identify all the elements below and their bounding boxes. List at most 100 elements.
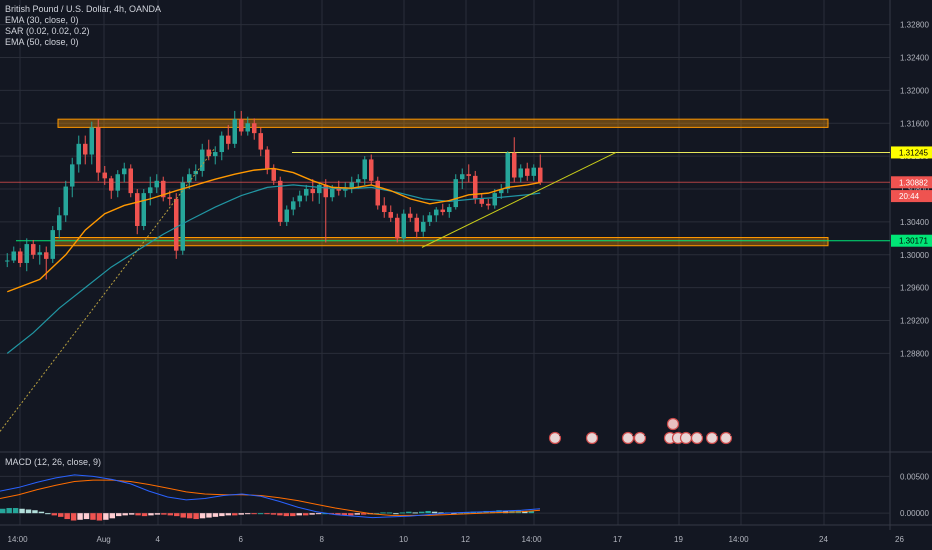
candle-body — [128, 168, 133, 194]
ema50-label: EMA (50, close, 0) — [5, 37, 79, 47]
time-tick-label: 14:00 — [8, 535, 29, 544]
candle-body — [76, 143, 81, 165]
candle-body — [473, 175, 478, 199]
macd-histogram-bar — [90, 513, 96, 520]
candle-body — [401, 213, 406, 239]
price-axis: 1.328001.324001.320001.316001.312001.308… — [891, 21, 932, 518]
event-marker-count: 2 — [730, 431, 734, 438]
event-marker-count: 2 — [644, 431, 648, 438]
event-marker — [690, 431, 704, 445]
symbol-title: British Pound / U.S. Dollar, 4h, OANDA — [5, 4, 162, 14]
candle-body — [83, 143, 88, 155]
macd-histogram-bar — [476, 511, 483, 514]
sar-trail — [0, 147, 216, 432]
candle-body — [167, 197, 172, 199]
candle-body — [479, 198, 484, 204]
candle-body — [44, 252, 49, 259]
candle-body — [414, 217, 419, 232]
candle-body — [356, 179, 361, 183]
candle-body — [375, 180, 380, 206]
macd-histogram-bar — [335, 513, 341, 515]
macd-histogram-bar — [322, 513, 328, 515]
candle-body — [213, 152, 218, 157]
candle-body — [434, 209, 439, 216]
candle-body — [11, 251, 16, 261]
macd-histogram-bar — [393, 513, 399, 515]
candle-body — [304, 189, 309, 196]
candle-body — [161, 180, 166, 198]
time-tick-label: 6 — [239, 535, 244, 544]
candle-body — [219, 135, 224, 153]
event-marker-count: 2 — [559, 431, 563, 438]
macd-histogram-bar — [232, 513, 238, 516]
candle-body — [453, 179, 458, 208]
candle-body — [180, 182, 185, 251]
time-tick-label: 8 — [320, 535, 325, 544]
candle-body — [24, 244, 29, 263]
candle-body — [525, 168, 530, 176]
price-label-box — [891, 176, 932, 189]
candle-body — [460, 174, 465, 180]
event-marker-count: 1 — [701, 431, 705, 438]
price-tick-label: 1.32800 — [900, 21, 929, 30]
macd-histogram-bar — [251, 513, 257, 515]
macd-histogram-bar — [257, 513, 264, 515]
candle-body — [122, 168, 127, 175]
price-tick-label: 1.31600 — [900, 119, 929, 128]
macd-histogram-bar — [58, 513, 64, 517]
candle-body — [148, 187, 153, 194]
macd-histogram-bar — [103, 513, 109, 520]
macd-histogram-bar — [386, 512, 393, 514]
macd-histogram-bar — [38, 511, 45, 514]
price-tick-label: 1.29200 — [900, 317, 929, 326]
candle-body — [109, 178, 114, 191]
macd-histogram-bar — [25, 509, 32, 514]
macd-histogram-bar — [296, 513, 302, 516]
candle-body — [486, 203, 491, 206]
macd-histogram-bar — [0, 508, 6, 514]
macd-line — [0, 474, 541, 519]
candle-body — [245, 123, 250, 132]
macd-histogram-bar — [206, 513, 212, 518]
candle-body — [226, 135, 231, 144]
macd-histogram-bar — [238, 513, 244, 515]
candle-body — [336, 189, 341, 191]
candle-body — [284, 209, 289, 222]
macd-histogram-bar — [180, 513, 186, 518]
candle-body — [206, 149, 211, 157]
candle-body — [395, 217, 400, 239]
macd-histogram-bar — [412, 512, 418, 514]
macd-histogram-bar — [212, 513, 219, 517]
candle-body — [538, 167, 543, 183]
candle-body — [518, 168, 523, 178]
macd-histogram-bar — [406, 511, 412, 514]
macd-histogram-bar — [154, 513, 161, 515]
candle-body — [512, 152, 517, 178]
candle-body — [154, 180, 159, 188]
macd-histogram-bar — [19, 508, 25, 514]
event-markers: 2422142122 — [548, 417, 734, 445]
time-tick-label: 19 — [674, 535, 683, 544]
candle-body — [252, 123, 257, 134]
event-marker-count: 4 — [596, 431, 600, 438]
candle-body — [174, 198, 179, 251]
chart-legend: British Pound / U.S. Dollar, 4h, OANDA E… — [5, 4, 161, 48]
candle-body — [427, 215, 432, 222]
event-marker — [585, 431, 599, 445]
candle-body — [466, 174, 471, 176]
candle-body — [440, 209, 445, 213]
event-marker — [548, 431, 562, 445]
event-marker — [633, 431, 647, 445]
macd-histogram-bar — [380, 512, 386, 514]
price-label-text: 1.31245 — [899, 148, 928, 157]
macd-histogram-bar — [219, 513, 225, 517]
macd-histogram-bar — [6, 508, 12, 514]
macd-histogram-bar — [354, 513, 360, 515]
macd-histogram-bar — [425, 510, 431, 514]
time-tick-label: 10 — [399, 535, 408, 544]
macd-histogram-bar — [341, 513, 348, 516]
macd-histogram-bar — [12, 508, 19, 514]
price-label-text: 1.30882 — [899, 178, 928, 187]
candle-body — [492, 193, 497, 206]
